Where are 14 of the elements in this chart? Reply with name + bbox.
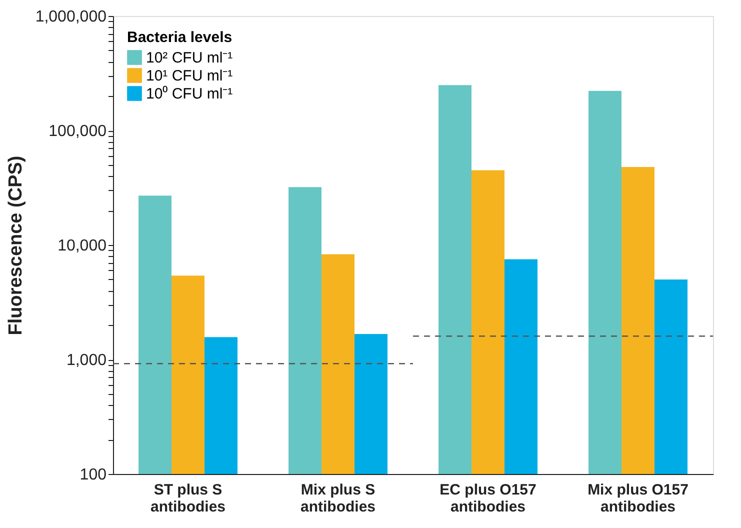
legend-label: 10² CFU ml⁻¹ — [146, 50, 233, 66]
legend-label: 10¹ CFU ml⁻¹ — [146, 68, 233, 84]
legend-title: Bacteria levels — [127, 29, 232, 46]
x-tick-label: Mix plus O157 antibodies — [588, 482, 688, 516]
y-tick-label: 100 — [80, 466, 107, 484]
x-tick-label: Mix plus S antibodies — [300, 482, 376, 516]
x-tick-label: EC plus O157 antibodies — [440, 482, 536, 516]
legend-label: 10⁰ CFU ml⁻¹ — [146, 86, 233, 102]
y-tick-label: 10,000 — [58, 238, 107, 254]
y-tick-label: 1,000 — [66, 352, 107, 369]
y-tick-label: 100,000 — [48, 123, 107, 140]
x-tick-label: ST plus S antibodies — [150, 482, 226, 516]
y-axis-title: Fluorescence (CPS) — [5, 156, 26, 336]
y-tick-label: 1,000,000 — [35, 8, 107, 26]
